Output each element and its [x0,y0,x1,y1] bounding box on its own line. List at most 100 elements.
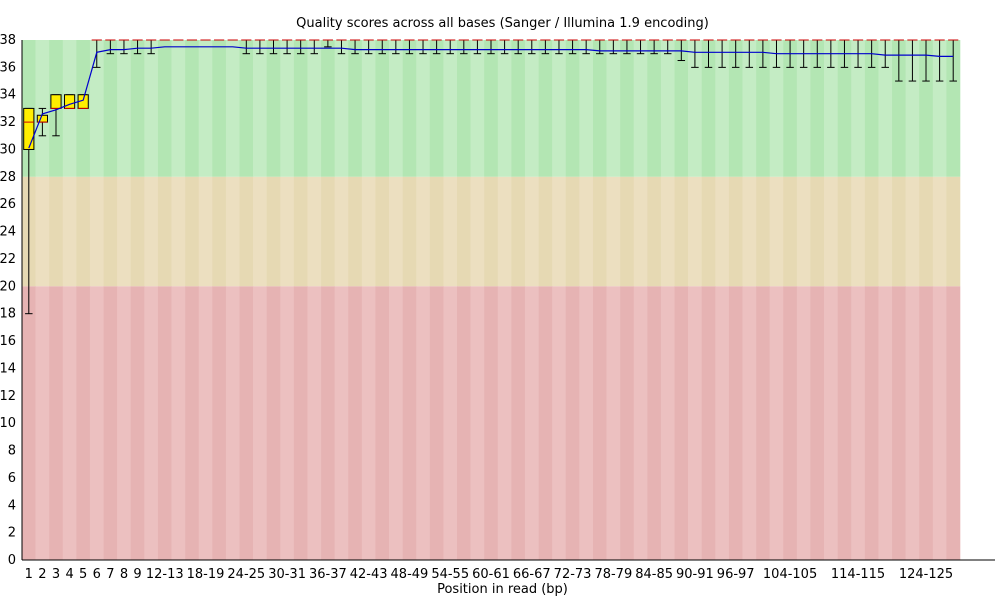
x-tick-label: 90-91 [676,567,714,582]
band-cell [633,286,648,560]
band-cell [484,40,499,177]
band-cell [416,176,431,287]
band-cell [198,286,213,560]
band-cell [253,286,267,560]
band-cell [728,40,743,177]
band-cell [361,176,376,287]
x-tick-label: 48-49 [391,567,429,582]
band-cell [769,176,784,287]
x-tick-label: 4 [65,567,73,582]
band-cell [497,40,512,177]
band-cell [905,176,920,287]
band-cell [484,176,499,287]
y-tick-label: 20 [0,279,16,294]
x-tick-label: 60-61 [472,567,510,582]
band-cell [905,286,920,560]
band-cell [538,176,553,287]
band-cell [334,40,349,177]
band-cell [878,286,893,560]
y-tick-label: 24 [0,225,16,240]
band-cell [660,286,675,560]
band-cell [769,286,784,560]
band-cell [429,286,444,560]
band-cell [130,176,145,287]
band-cell [932,40,947,177]
iqr-box [23,107,35,150]
x-tick-label: 8 [120,567,128,582]
y-tick-label: 18 [0,307,16,322]
x-tick-label: 96-97 [717,567,755,582]
band-cell [307,176,322,287]
band-cell [416,40,431,177]
band-cell [402,176,417,287]
x-tick-label: 3 [52,567,60,582]
band-cell [552,176,567,287]
band-cell [810,286,825,560]
band-cell [497,176,512,287]
band-cell [457,176,471,287]
band-cell [592,286,607,560]
band-cell [892,176,906,287]
band-cell [402,286,417,560]
y-tick-label: 36 [0,60,16,75]
band-cell [375,40,390,177]
band-cell [375,176,390,287]
band-cell [796,40,811,177]
band-cell [416,286,431,560]
band-cell [429,176,444,287]
band-cell [701,40,716,177]
band-cell [592,40,607,177]
band-cell [171,176,186,287]
band-cell [144,286,159,560]
band-cell [76,286,91,560]
band-cell [674,40,689,177]
band-cell [348,176,363,287]
y-tick-label: 2 [8,526,16,541]
band-cell [688,40,703,177]
chart-title: Quality scores across all bases (Sanger … [296,16,709,31]
band-cell [62,286,77,560]
band-cell [688,176,703,287]
band-cell [511,286,526,560]
band-cell [932,286,947,560]
y-tick-label: 34 [0,88,16,103]
band-cell [117,176,132,287]
x-tick-label: 42-43 [350,567,388,582]
band-cell [253,40,267,177]
band-cell [742,286,757,560]
band-cell [552,286,567,560]
band-cell [321,40,335,177]
x-tick-label: 124-125 [899,567,953,582]
x-tick-label: 78-79 [594,567,632,582]
band-cell [579,40,594,177]
x-tick-label: 30-31 [268,567,306,582]
y-tick-label: 8 [8,444,16,459]
band-cell [334,176,349,287]
band-cell [266,176,281,287]
band-cell [565,176,580,287]
band-cell [837,176,852,287]
band-cell [280,40,295,177]
band-cell [620,40,635,177]
x-tick-label: 7 [106,567,114,582]
band-cell [239,176,254,287]
band-cell [715,176,730,287]
band-cell [293,286,308,560]
band-cell [824,40,838,177]
band-cell [674,176,689,287]
band-cell [103,176,118,287]
x-tick-label: 1 [25,567,33,582]
x-tick-label: 18-19 [187,567,225,582]
band-cell [239,40,254,177]
band-cell [49,286,64,560]
band-cell [946,286,961,560]
band-cell [470,286,485,560]
band-cell [117,286,132,560]
band-cell [592,176,607,287]
band-cell [878,40,893,177]
band-cell [198,40,213,177]
band-cell [878,176,893,287]
y-tick-label: 30 [0,142,16,157]
